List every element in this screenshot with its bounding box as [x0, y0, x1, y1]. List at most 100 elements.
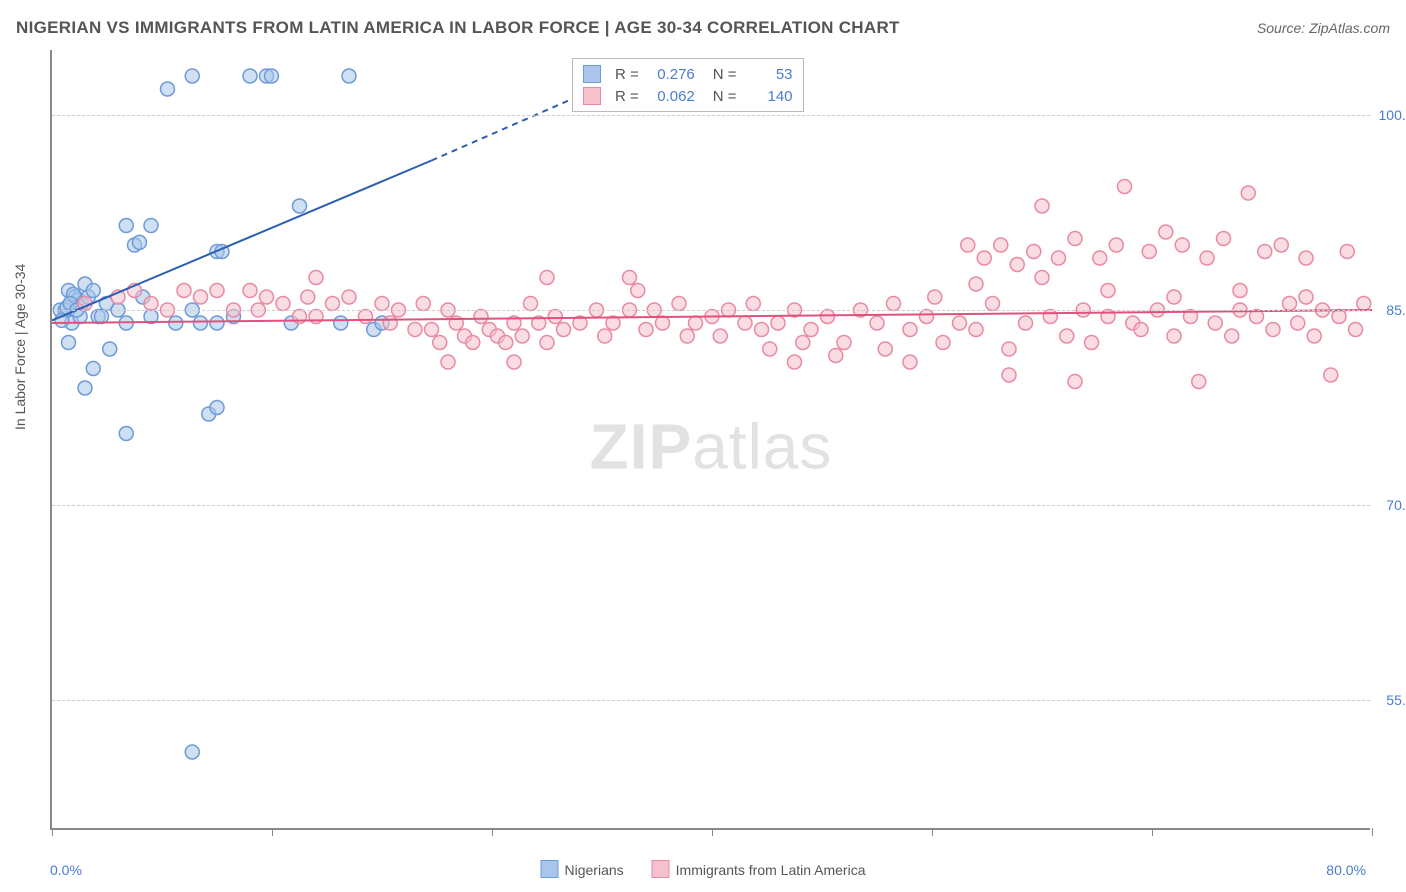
- data-point-nigerians: [334, 316, 348, 330]
- data-point-latin: [763, 342, 777, 356]
- data-point-latin: [953, 316, 967, 330]
- data-point-latin: [1068, 375, 1082, 389]
- data-point-nigerians: [293, 199, 307, 213]
- data-point-latin: [1324, 368, 1338, 382]
- data-point-latin: [1167, 329, 1181, 343]
- data-point-nigerians: [86, 362, 100, 376]
- data-point-nigerians: [342, 69, 356, 83]
- data-point-latin: [433, 336, 447, 350]
- data-point-latin: [1109, 238, 1123, 252]
- trend-line-nigerians: [52, 161, 432, 321]
- data-point-latin: [1035, 271, 1049, 285]
- data-point-latin: [977, 251, 991, 265]
- data-point-latin: [1274, 238, 1288, 252]
- data-point-latin: [359, 310, 373, 324]
- chart-svg: [52, 50, 1370, 828]
- data-point-latin: [276, 297, 290, 311]
- data-point-nigerians: [210, 401, 224, 415]
- data-point-nigerians: [95, 310, 109, 324]
- data-point-latin: [887, 297, 901, 311]
- data-point-latin: [920, 310, 934, 324]
- chart-title: NIGERIAN VS IMMIGRANTS FROM LATIN AMERIC…: [16, 18, 900, 38]
- data-point-nigerians: [243, 69, 257, 83]
- swatch-nigerians: [541, 860, 559, 878]
- data-point-nigerians: [119, 427, 133, 441]
- gridline: [52, 505, 1370, 506]
- data-point-latin: [1291, 316, 1305, 330]
- x-max-label: 80.0%: [1326, 862, 1366, 878]
- y-tick-label: 70.0%: [1386, 497, 1406, 513]
- data-point-latin: [342, 290, 356, 304]
- stats-row-nigerians: R =0.276N =53: [583, 63, 793, 85]
- x-tick: [492, 828, 493, 836]
- data-point-latin: [1192, 375, 1206, 389]
- data-point-latin: [713, 329, 727, 343]
- data-point-latin: [672, 297, 686, 311]
- data-point-latin: [738, 316, 752, 330]
- data-point-nigerians: [185, 69, 199, 83]
- bottom-legend: NigeriansImmigrants from Latin America: [541, 860, 866, 878]
- data-point-nigerians: [78, 381, 92, 395]
- data-point-nigerians: [144, 219, 158, 233]
- data-point-latin: [1159, 225, 1173, 239]
- data-point-latin: [557, 323, 571, 337]
- data-point-latin: [928, 290, 942, 304]
- data-point-latin: [903, 323, 917, 337]
- data-point-latin: [1085, 336, 1099, 350]
- data-point-latin: [796, 336, 810, 350]
- data-point-latin: [994, 238, 1008, 252]
- data-point-latin: [408, 323, 422, 337]
- data-point-latin: [1283, 297, 1297, 311]
- y-tick-label: 100.0%: [1379, 107, 1406, 123]
- data-point-nigerians: [119, 219, 133, 233]
- data-point-latin: [829, 349, 843, 363]
- data-point-latin: [1217, 232, 1231, 246]
- data-point-latin: [1027, 245, 1041, 259]
- data-point-nigerians: [86, 284, 100, 298]
- data-point-latin: [623, 271, 637, 285]
- data-point-latin: [1225, 329, 1239, 343]
- data-point-nigerians: [161, 82, 175, 96]
- data-point-latin: [309, 271, 323, 285]
- data-point-latin: [1340, 245, 1354, 259]
- source-label: Source: ZipAtlas.com: [1257, 20, 1390, 36]
- data-point-latin: [1258, 245, 1272, 259]
- data-point-latin: [425, 323, 439, 337]
- data-point-latin: [1307, 329, 1321, 343]
- data-point-latin: [1299, 290, 1313, 304]
- x-tick: [52, 828, 53, 836]
- data-point-latin: [375, 297, 389, 311]
- data-point-latin: [1101, 284, 1115, 298]
- gridline: [52, 700, 1370, 701]
- data-point-latin: [515, 329, 529, 343]
- gridline: [52, 310, 1370, 311]
- data-point-latin: [903, 355, 917, 369]
- data-point-nigerians: [210, 316, 224, 330]
- data-point-latin: [499, 336, 513, 350]
- chart-plot-area: ZIPatlas R =0.276N =53R =0.062N =140 55.…: [50, 50, 1370, 830]
- data-point-latin: [144, 297, 158, 311]
- data-point-nigerians: [62, 336, 76, 350]
- data-point-latin: [1019, 316, 1033, 330]
- stats-row-latin: R =0.062N =140: [583, 85, 793, 107]
- data-point-latin: [1134, 323, 1148, 337]
- data-point-latin: [755, 323, 769, 337]
- data-point-nigerians: [132, 235, 146, 249]
- data-point-latin: [969, 323, 983, 337]
- stats-box: R =0.276N =53R =0.062N =140: [572, 58, 804, 112]
- x-min-label: 0.0%: [50, 862, 82, 878]
- data-point-latin: [1060, 329, 1074, 343]
- data-point-latin: [1332, 310, 1346, 324]
- data-point-latin: [243, 284, 257, 298]
- data-point-latin: [1002, 368, 1016, 382]
- data-point-latin: [1233, 284, 1247, 298]
- data-point-latin: [1068, 232, 1082, 246]
- data-point-latin: [1043, 310, 1057, 324]
- title-bar: NIGERIAN VS IMMIGRANTS FROM LATIN AMERIC…: [16, 18, 1390, 38]
- data-point-latin: [540, 336, 554, 350]
- swatch-latin: [583, 87, 601, 105]
- data-point-latin: [1010, 258, 1024, 272]
- data-point-latin: [821, 310, 835, 324]
- data-point-latin: [441, 355, 455, 369]
- legend-item-latin: Immigrants from Latin America: [652, 860, 866, 878]
